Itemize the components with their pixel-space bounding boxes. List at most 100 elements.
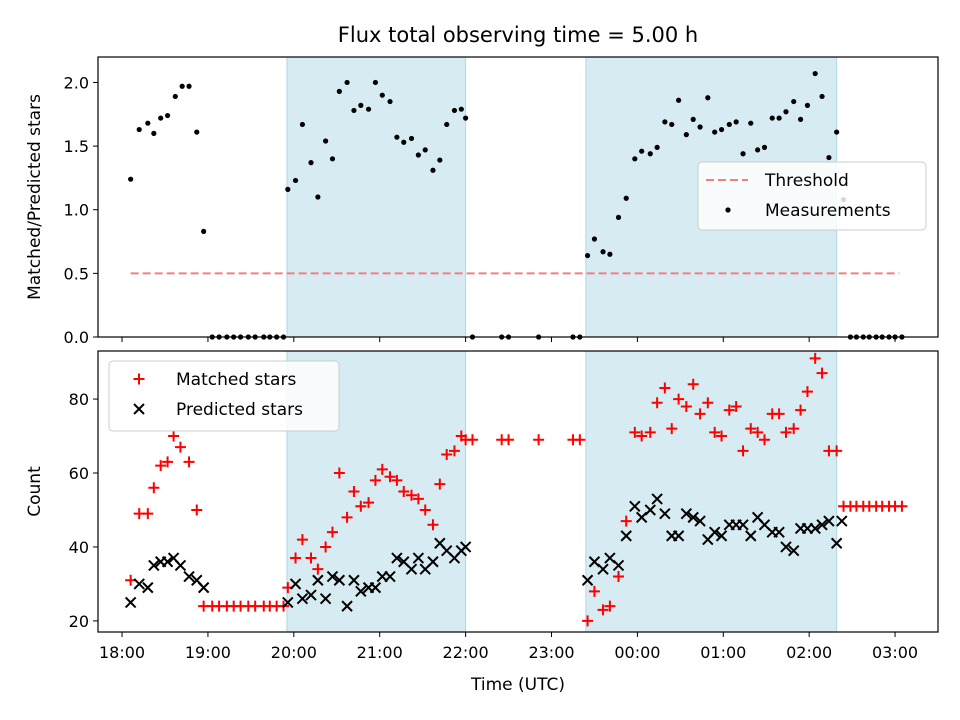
data-point <box>740 151 746 157</box>
data-point <box>448 445 460 457</box>
data-point <box>151 130 157 136</box>
data-point <box>355 500 367 512</box>
data-point <box>831 445 843 457</box>
legend-label: Measurements <box>765 201 891 221</box>
data-point <box>797 116 804 122</box>
data-point <box>391 552 403 564</box>
data-point <box>315 194 321 200</box>
data-point <box>712 129 718 135</box>
data-point <box>804 102 811 108</box>
data-point <box>355 585 367 598</box>
data-point <box>398 486 410 497</box>
ratio-panel: 0.0 0.5 1.0 1.5 2.0 Matched/Predicted stars Th… <box>25 56 939 347</box>
series-matched-stars <box>125 352 908 627</box>
data-point <box>319 593 332 605</box>
data-point <box>391 474 403 486</box>
data-point <box>709 426 721 438</box>
x-tick-label: 18:00 <box>99 643 145 662</box>
data-point <box>687 378 699 390</box>
data-point <box>444 121 450 128</box>
data-point <box>737 519 749 531</box>
data-point <box>629 426 641 438</box>
data-point <box>588 585 600 597</box>
data-point <box>791 98 797 105</box>
data-point <box>773 408 785 420</box>
data-point <box>168 430 180 442</box>
data-point <box>299 121 306 128</box>
data-point <box>673 393 685 405</box>
data-point <box>612 571 624 583</box>
data-point <box>726 121 732 128</box>
shaded-interval-0 <box>286 56 467 338</box>
data-point <box>466 434 478 446</box>
data-point <box>458 106 464 112</box>
y-tick-label: 1.0 <box>64 201 89 220</box>
data-point <box>441 449 453 461</box>
data-point <box>584 252 591 259</box>
data-point <box>809 522 821 535</box>
data-point <box>816 367 828 379</box>
data-point <box>136 126 142 133</box>
data-point <box>427 519 439 531</box>
data-point <box>434 478 446 490</box>
data-point <box>651 397 663 409</box>
data-point <box>183 456 195 468</box>
x-tick-label: 22:00 <box>443 643 489 662</box>
data-point <box>148 559 160 572</box>
data-point <box>155 460 167 472</box>
data-point <box>365 106 372 112</box>
data-point <box>636 430 648 442</box>
data-point <box>733 119 739 125</box>
data-point <box>145 120 151 126</box>
data-point <box>662 119 668 125</box>
y-tick-label: 0.0 <box>64 328 89 347</box>
data-point <box>419 504 431 516</box>
y-tick-label: 80 <box>69 390 89 409</box>
data-point <box>823 515 835 527</box>
data-point <box>582 615 594 627</box>
data-point <box>415 152 421 158</box>
data-point <box>680 400 692 412</box>
data-point <box>812 70 818 77</box>
data-point <box>326 526 338 538</box>
shaded-interval-1 <box>585 350 838 633</box>
data-point <box>336 88 342 94</box>
data-point <box>194 129 200 135</box>
data-point <box>312 574 324 586</box>
data-point <box>787 544 800 557</box>
data-point <box>197 581 210 594</box>
x-tick-label: 23:00 <box>528 643 574 662</box>
x-tick-label: 00:00 <box>614 643 660 662</box>
data-point <box>834 129 840 135</box>
data-point <box>348 486 360 497</box>
data-point <box>826 154 832 161</box>
x-tick-label: 01:00 <box>700 643 746 662</box>
data-point <box>430 167 436 173</box>
data-point <box>384 570 396 583</box>
data-point <box>162 456 174 468</box>
legend-marker <box>725 207 731 213</box>
y-tick-label: 20 <box>69 612 89 631</box>
y-axis-label: Count <box>25 466 45 517</box>
data-point <box>737 445 749 457</box>
data-point <box>437 157 443 163</box>
data-point <box>296 593 309 605</box>
y-tick-label: 2.0 <box>64 73 89 92</box>
data-point <box>780 541 792 553</box>
legend-box <box>697 161 927 231</box>
axes-frame <box>97 350 939 633</box>
data-point <box>783 109 789 115</box>
data-point <box>680 507 693 520</box>
data-point <box>659 507 671 520</box>
chart-title: Flux total observing time = 5.00 h <box>338 23 698 47</box>
data-point <box>463 115 469 121</box>
y-tick-label: 40 <box>69 538 89 557</box>
data-point <box>669 121 675 128</box>
data-point <box>687 511 699 524</box>
data-point <box>459 541 472 553</box>
data-point <box>788 423 800 435</box>
legend: Threshold Measurements <box>697 161 927 231</box>
data-point <box>124 596 137 609</box>
data-point <box>809 352 821 364</box>
